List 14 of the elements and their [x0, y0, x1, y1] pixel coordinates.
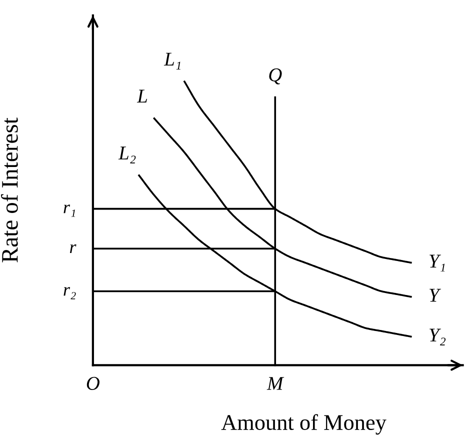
x-tick-label: M [266, 377, 284, 390]
series-label: L [136, 90, 148, 103]
text: Y₁ [430, 254, 445, 272]
series-label: L₂ [118, 146, 136, 164]
ref-line-label: Q [269, 68, 282, 84]
y-axis-title: Rate of Interest [1, 118, 18, 262]
text: Y₂ [430, 328, 446, 346]
series-label: L₁ [164, 52, 180, 70]
annotation: r₂ [64, 287, 76, 300]
annotation: r₁ [64, 204, 76, 217]
text: Y [430, 288, 441, 302]
x-tick-label: O [86, 376, 100, 390]
annotation: r [70, 244, 76, 253]
x-axis-title: Amount of Money [221, 414, 386, 435]
